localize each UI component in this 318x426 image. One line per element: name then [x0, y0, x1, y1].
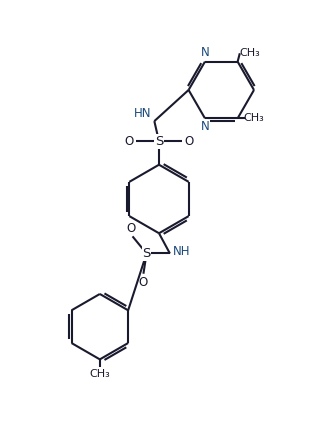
- Text: S: S: [155, 135, 163, 148]
- Text: O: O: [126, 222, 135, 235]
- Text: CH₃: CH₃: [239, 48, 260, 58]
- Text: O: O: [185, 135, 194, 148]
- Text: NH: NH: [173, 245, 190, 259]
- Text: N: N: [201, 46, 209, 60]
- Text: O: O: [139, 276, 148, 289]
- Text: S: S: [142, 247, 151, 260]
- Text: HN: HN: [134, 106, 152, 120]
- Text: N: N: [201, 121, 209, 133]
- Text: CH₃: CH₃: [243, 113, 264, 123]
- Text: S: S: [155, 135, 163, 148]
- Text: O: O: [124, 135, 133, 148]
- Text: CH₃: CH₃: [89, 369, 110, 379]
